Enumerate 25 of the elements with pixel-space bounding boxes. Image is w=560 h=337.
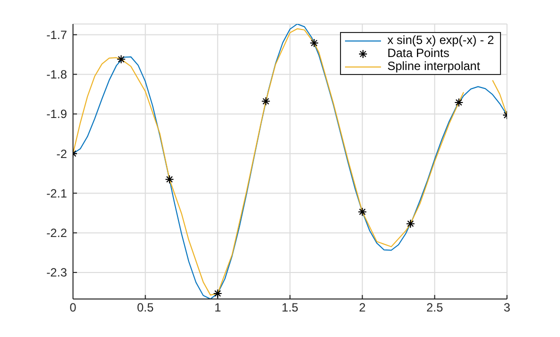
- x-tick-label: 3: [504, 300, 511, 315]
- x-tick-label: 0.5: [136, 300, 154, 315]
- x-tick-label: 2.5: [426, 300, 444, 315]
- x-tick-label: 1: [214, 300, 222, 315]
- y-tick-label: -2.3: [46, 266, 68, 280]
- y-tick-label: -2.2: [46, 226, 68, 240]
- point: [116, 54, 126, 64]
- legend-label: x sin(5 x) exp(-x) - 2: [387, 33, 494, 47]
- legend-label: Data Points: [387, 46, 450, 60]
- legend-label: Spline interpolant: [387, 59, 480, 73]
- point: [310, 38, 319, 48]
- point: [454, 98, 464, 107]
- point: [213, 288, 222, 298]
- y-tick-label: -1.9: [46, 107, 68, 122]
- y-tick-label: -2.1: [46, 186, 68, 200]
- point: [406, 219, 416, 228]
- x-tick-label: 0: [70, 300, 77, 315]
- x-tick-label: 1.5: [282, 300, 299, 315]
- point: [164, 174, 174, 184]
- x-tick-label: 2: [358, 300, 366, 315]
- y-tick-label: -1.8: [46, 68, 68, 82]
- point: [358, 207, 367, 216]
- point: [261, 96, 270, 106]
- y-tick-label: -1.7: [46, 28, 68, 42]
- y-tick-label: -2: [56, 146, 68, 161]
